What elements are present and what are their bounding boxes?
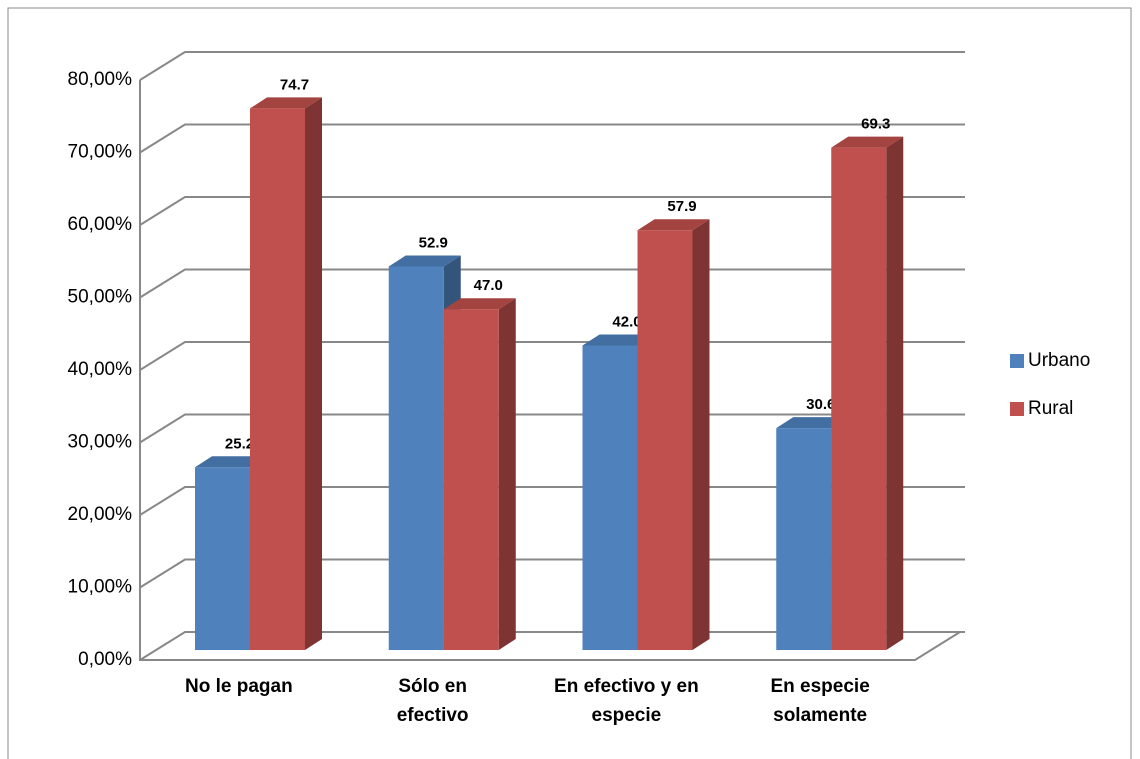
x-tick-label: En especie solamente	[770, 676, 870, 726]
y-tick-label: 80,00%	[68, 69, 133, 90]
bar-front	[250, 108, 305, 651]
data-label: 69.3	[861, 116, 890, 133]
data-label: 47.0	[474, 277, 503, 294]
y-tick-label: 10,00%	[68, 577, 133, 598]
y-tick-label: 0,00%	[78, 649, 132, 670]
grid-line	[139, 123, 965, 154]
y-tick-label: 30,00%	[68, 432, 133, 453]
y-tick-label: 40,00%	[68, 359, 133, 380]
bar	[637, 219, 710, 650]
grid-line	[139, 51, 965, 81]
bar-top	[388, 255, 461, 267]
bar-front	[831, 147, 887, 650]
data-label: 57.9	[667, 198, 696, 215]
y-tick-label: 20,00%	[68, 504, 133, 525]
legend-label: Rural	[1028, 398, 1073, 419]
bar	[443, 298, 516, 650]
bar-side	[886, 136, 904, 650]
data-label: 30.6	[806, 396, 835, 413]
data-label: 25.2	[225, 435, 254, 452]
chart-border	[7, 7, 1132, 759]
bar	[250, 97, 322, 651]
legend-swatch	[1010, 354, 1024, 368]
bar-top	[776, 417, 849, 429]
y-tick-label: 60,00%	[68, 214, 133, 235]
x-tick-label: En efectivo y en especie	[554, 676, 699, 726]
bar-front	[776, 428, 832, 650]
x-tick-label: Sólo en efectivo	[396, 676, 469, 726]
bar	[831, 136, 904, 650]
bar-front	[195, 467, 250, 650]
data-label: 74.7	[280, 76, 309, 93]
bar-side	[498, 298, 516, 650]
grid-line	[139, 196, 965, 226]
bar-top	[582, 334, 655, 346]
bar-top	[637, 219, 710, 231]
legend-label: Urbano	[1028, 350, 1090, 371]
bar-top	[831, 136, 904, 148]
bar-front	[637, 230, 693, 650]
bar-top	[195, 456, 267, 468]
bar-top	[250, 97, 322, 109]
data-label: 42.0	[612, 313, 641, 330]
x-tick-label: No le pagan	[185, 676, 293, 697]
bar-top	[443, 298, 516, 310]
legend-swatch	[1010, 402, 1024, 416]
bar-front	[443, 309, 499, 650]
bar-side	[305, 97, 322, 651]
y-tick-label: 50,00%	[68, 287, 133, 308]
bar-front	[582, 345, 638, 650]
y-tick-label: 70,00%	[68, 142, 133, 163]
bar-side	[692, 219, 710, 650]
bar-front	[388, 266, 444, 650]
data-label: 52.9	[419, 234, 448, 251]
